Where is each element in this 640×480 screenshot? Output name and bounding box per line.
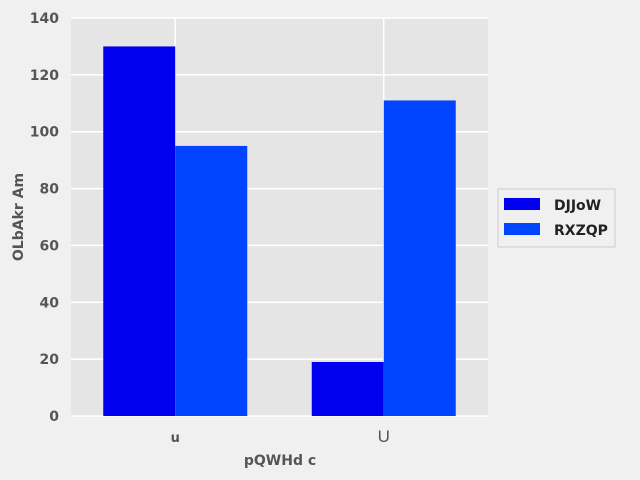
bar-djjow-0 xyxy=(103,46,176,417)
y-axis-ticks: 0 20 40 60 80 100 120 140 xyxy=(30,11,59,425)
y-tick-label: 60 xyxy=(40,238,60,254)
bars xyxy=(103,46,456,417)
x-axis-label: pQWHd c xyxy=(244,453,316,469)
y-tick-label: 40 xyxy=(40,295,60,311)
legend-swatch-djjow xyxy=(504,198,540,210)
legend-swatch-rxzqp xyxy=(504,223,540,235)
bar-rxzqp-0 xyxy=(175,145,248,416)
legend: DJJoW RXZQP xyxy=(497,188,616,248)
bar-rxzqp-1 xyxy=(383,100,456,416)
legend-label-djjow: DJJoW xyxy=(554,198,601,214)
y-tick-label: 0 xyxy=(49,409,59,425)
x-tick-label: U xyxy=(378,427,390,446)
y-tick-label: 80 xyxy=(40,182,60,198)
y-tick-label: 120 xyxy=(30,68,59,84)
y-tick-label: 140 xyxy=(30,11,59,27)
legend-label-rxzqp: RXZQP xyxy=(554,223,608,239)
x-tick-label: u xyxy=(171,431,180,446)
bar-djjow-1 xyxy=(311,361,384,416)
y-tick-label: 20 xyxy=(40,352,60,368)
y-axis-label: OLbAkr Am xyxy=(11,173,27,261)
y-tick-label: 100 xyxy=(30,125,59,141)
